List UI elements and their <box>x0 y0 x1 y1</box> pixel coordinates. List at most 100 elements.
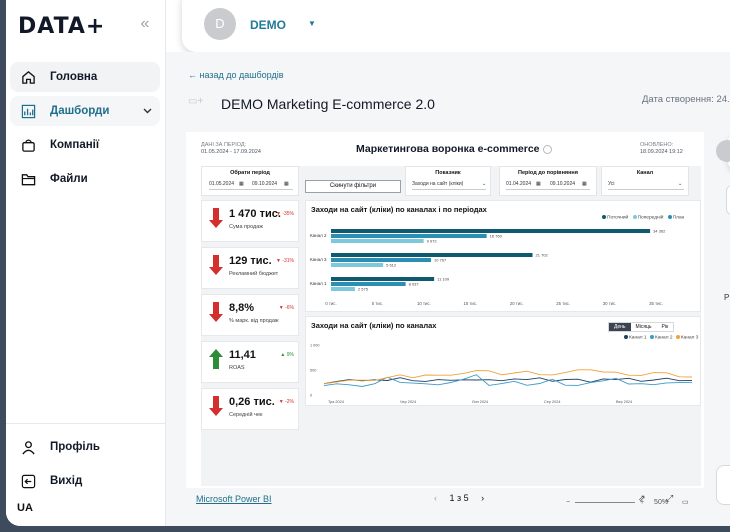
chevron-down-icon[interactable] <box>143 106 152 117</box>
prev-page-icon[interactable]: ‹ <box>434 493 437 503</box>
bar-data-label: 10 767 <box>434 258 447 263</box>
metric-value: Заходи на сайт (кліки) <box>412 181 464 187</box>
x-tick-label: 5 тис. <box>372 301 383 306</box>
filter-label: Обрати період <box>230 170 270 176</box>
zoom-out-icon[interactable]: − <box>566 499 571 506</box>
bar[interactable] <box>331 277 435 281</box>
caret-down-icon[interactable]: ▼ <box>308 19 316 28</box>
calendar-icon[interactable]: ▦ <box>582 181 587 187</box>
sidebar-item-profile[interactable]: Профіль <box>10 432 160 462</box>
chevron-down-icon[interactable]: ⌄ <box>482 181 487 187</box>
bar[interactable] <box>331 258 431 262</box>
granularity-toggle[interactable]: День Місяць Рік <box>608 322 675 332</box>
pdf-label: PD <box>724 293 730 302</box>
toggle-year[interactable]: Рік <box>661 324 669 330</box>
attach-button[interactable] <box>716 465 730 505</box>
bar[interactable] <box>331 282 406 286</box>
calendar-icon[interactable]: ▦ <box>239 181 244 187</box>
sidebar-item-label: Профіль <box>50 441 100 453</box>
metric-filter[interactable]: Показник Заходи на сайт (кліки) ⌄ <box>405 166 491 196</box>
back-link[interactable]: ← назад до дашбордів <box>188 70 284 80</box>
bar-data-label: 16 760 <box>490 234 503 239</box>
bar[interactable] <box>331 229 651 233</box>
bar-chart-panel: Заходи на сайт (кліки) по каналах і по п… <box>305 200 701 312</box>
kpi-delta: ▼ -31% <box>275 258 294 264</box>
chart-title: Заходи на сайт (кліки) по каналах і по п… <box>311 205 487 214</box>
period-filter[interactable]: Обрати період 01.05.2024 09.10.2024 ▦ ▦ <box>201 166 299 196</box>
powerbi-link[interactable]: Microsoft Power BI <box>196 494 272 504</box>
chevron-down-icon[interactable]: ⌄ <box>678 181 683 187</box>
calendar-icon[interactable]: ▦ <box>536 181 541 187</box>
series-line[interactable] <box>323 377 693 385</box>
workspace-switcher[interactable]: D DEMO ▼ <box>182 0 730 52</box>
bar[interactable] <box>331 253 533 257</box>
kpi-card: 0,26 тис. ▼ -2% Середній чек <box>201 388 299 430</box>
series-line[interactable] <box>323 369 693 385</box>
sidebar-item-home[interactable]: Головна <box>10 62 160 92</box>
arrow-down-icon <box>209 255 223 275</box>
bar-data-label: 21 702 <box>536 253 549 258</box>
x-tick-label: 30 тис. <box>603 301 617 306</box>
filter-underline <box>506 189 590 190</box>
calendar-icon[interactable]: ▦ <box>284 181 289 187</box>
category-label: Канал 1 <box>310 281 327 286</box>
bar[interactable] <box>331 287 355 291</box>
channel-value: Усі <box>608 181 615 187</box>
reset-filters-button[interactable]: Скинути фільтри <box>305 180 401 193</box>
toggle-day[interactable]: День <box>609 323 631 331</box>
fullscreen-icon[interactable]: ⤢ <box>666 493 674 503</box>
kpi-card: 1 470 тис. ▼ -35% Сума продаж <box>201 200 299 242</box>
report-title: Маркетингова воронка e-commerce <box>356 143 540 155</box>
kpi-value: 1 470 тис. <box>229 208 281 220</box>
language-switch[interactable]: UA <box>17 502 33 514</box>
kpi-label: Середній чек <box>229 412 263 418</box>
legend-dot <box>649 335 654 339</box>
sidebar-item-label: Дашборди <box>50 105 110 117</box>
share-icon[interactable]: ⇗ <box>638 493 646 503</box>
fit-page-icon[interactable]: ▭ <box>682 499 689 506</box>
bar[interactable] <box>331 239 424 243</box>
side-panel-button[interactable] <box>726 185 730 215</box>
legend-dot <box>632 215 637 219</box>
sidebar-item-companies[interactable]: Компанії <box>10 130 160 160</box>
chevrons-left-icon[interactable]: « <box>140 15 150 32</box>
x-tick-label: Сер 2024 <box>544 400 560 404</box>
date-from[interactable]: 01.04.2024 <box>506 181 532 187</box>
sidebar-item-dashboards[interactable]: Дашборди <box>10 96 160 126</box>
kpi-label: Сума продаж <box>229 224 263 230</box>
compare-filter[interactable]: Період до порівняння 01.04.2024 09.10.20… <box>499 166 597 196</box>
date-from[interactable]: 01.05.2024 <box>209 181 235 187</box>
x-tick-label: Лип 2024 <box>472 400 488 404</box>
sidebar-item-files[interactable]: Файли <box>10 164 160 194</box>
kpi-delta: ▼ -6% <box>278 305 294 311</box>
channel-filter[interactable]: Канал Усі ⌄ <box>601 166 689 196</box>
info-icon[interactable] <box>543 145 552 154</box>
logout-icon <box>20 473 36 489</box>
legend-ch2: Канал 2 <box>654 335 673 341</box>
zoom-slider[interactable] <box>575 501 636 503</box>
x-tick-label: Вер 2024 <box>616 400 632 404</box>
date-to[interactable]: 09.10.2024 <box>550 181 576 187</box>
filter-label: Період до порівняння <box>518 170 578 176</box>
updated-label: ОНОВЛЕНО: <box>640 142 674 148</box>
sidebar-item-logout[interactable]: Вихід <box>10 466 160 496</box>
toggle-month[interactable]: Місяць <box>635 324 652 330</box>
main-content: ← назад до дашбордів ▭+ DEMO Marketing E… <box>166 52 730 526</box>
home-icon <box>20 69 36 85</box>
filter-label: Канал <box>636 170 654 176</box>
filter-underline <box>209 189 293 190</box>
x-tick-label: 35 тис. <box>649 301 663 306</box>
date-to[interactable]: 09.10.2024 <box>252 181 278 187</box>
bar[interactable] <box>331 263 384 267</box>
zoom-control[interactable]: − + 50% ▭ <box>566 498 689 506</box>
line-chart: 1 000 500 0 Тра 2024 Чер 2024 Лип 2024 Сер 202… <box>310 344 693 404</box>
x-tick-label: 15 тис. <box>463 301 477 306</box>
zoom-in-icon[interactable]: + <box>640 499 645 506</box>
x-tick-label: Тра 2024 <box>328 400 344 404</box>
bar[interactable] <box>331 234 487 238</box>
next-page-icon[interactable]: › <box>481 493 485 503</box>
legend-ch3: Канал 3 <box>680 335 699 341</box>
x-tick-label: 0 тис. <box>325 301 336 306</box>
arrow-down-icon <box>209 302 223 322</box>
kpi-delta: ▲ 9% <box>280 352 294 358</box>
